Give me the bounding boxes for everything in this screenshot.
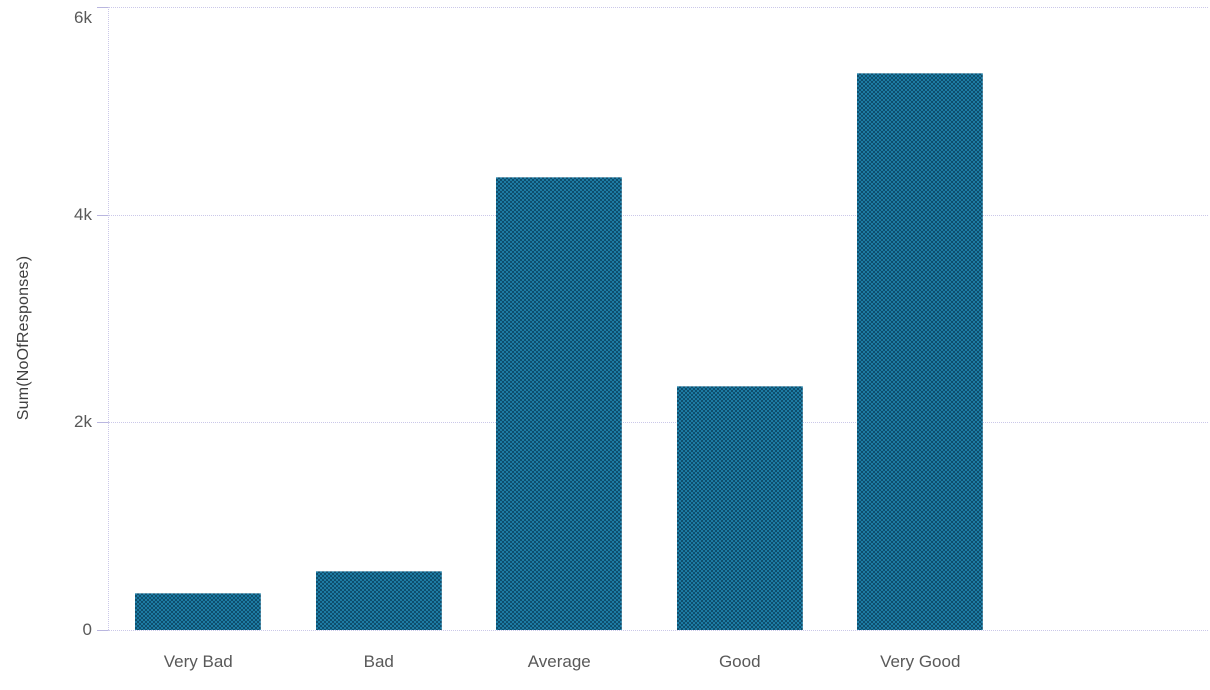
y-gridline-2k bbox=[108, 422, 1208, 424]
y-gridline-4k bbox=[108, 214, 1208, 216]
y-tick-mark-4k bbox=[97, 214, 108, 216]
y-axis-title: Sum(NoOfResponses) bbox=[15, 255, 32, 421]
y-tick-label-0: 0 bbox=[82, 620, 92, 639]
x-label-good: Good bbox=[718, 652, 761, 671]
y-tick-label-4k: 4k bbox=[74, 204, 92, 224]
bar-average[interactable] bbox=[496, 177, 623, 630]
x-label-average: Average bbox=[527, 652, 591, 671]
bar-very-good[interactable] bbox=[857, 73, 984, 630]
y-tick-mark-2k bbox=[97, 422, 108, 424]
bar-bad[interactable] bbox=[315, 571, 442, 630]
x-label-bad: Bad bbox=[363, 652, 394, 671]
x-label-very-good: Very Good bbox=[880, 652, 961, 671]
y-gridline-0 bbox=[108, 630, 1208, 631]
bar-good[interactable] bbox=[676, 385, 803, 630]
bar-very-bad[interactable] bbox=[135, 593, 262, 630]
y-tick-mark-0 bbox=[97, 630, 108, 631]
y-tick-mark-6k bbox=[97, 7, 108, 8]
y-gridline-6k bbox=[108, 7, 1208, 8]
x-label-very-bad: Very Bad bbox=[163, 652, 233, 671]
y-tick-label-6k: 6k bbox=[74, 8, 92, 27]
y-axis-line bbox=[108, 7, 109, 630]
y-tick-label-2k: 2k bbox=[74, 412, 92, 432]
